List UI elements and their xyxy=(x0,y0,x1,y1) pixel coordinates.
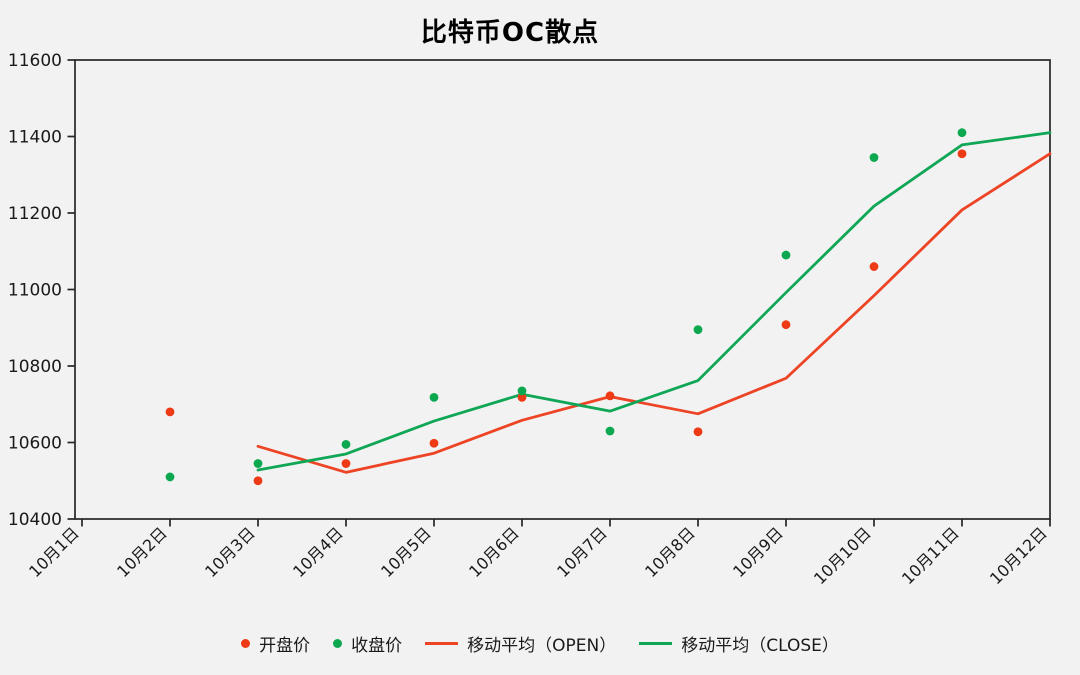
data-point xyxy=(165,407,175,417)
y-tick-label: 10400 xyxy=(8,510,62,530)
legend-dot-marker xyxy=(241,639,251,648)
data-point xyxy=(605,426,615,436)
series-ma-close-line xyxy=(256,131,1052,472)
y-tick-label: 11200 xyxy=(8,204,62,224)
y-tick-label: 11000 xyxy=(8,281,62,301)
x-tick-label: 10月5日 xyxy=(377,523,435,581)
x-tick-label: 10月2日 xyxy=(113,523,171,581)
legend-item-ma-close-line: 移动平均（CLOSE） xyxy=(639,631,839,656)
ma-line xyxy=(256,152,1052,474)
x-tick-label: 10月7日 xyxy=(553,523,611,581)
data-point xyxy=(253,459,263,468)
data-point xyxy=(781,250,791,260)
legend: 开盘价 收盘价 移动平均（OPEN） 移动平均（CLOSE） xyxy=(0,631,1080,656)
x-tick-label: 10月3日 xyxy=(201,523,259,581)
plot-area: 10400 10600 10800 11000 11200 11400 11600 10月1日… xyxy=(8,51,1052,588)
x-tick-label: 10月6日 xyxy=(465,523,523,581)
y-tick-label: 10800 xyxy=(8,357,62,377)
legend-label: 移动平均（CLOSE） xyxy=(681,636,839,656)
y-tick-label: 10600 xyxy=(8,434,62,454)
legend-line-marker xyxy=(639,642,673,645)
x-tick-label: 10月11日 xyxy=(898,523,963,588)
data-point xyxy=(781,320,791,330)
data-point xyxy=(605,391,615,401)
data-point xyxy=(341,440,351,449)
x-tick-label: 10月8日 xyxy=(641,523,699,581)
legend-item-close-scatter: 收盘价 xyxy=(333,631,402,656)
plot-frame xyxy=(74,59,1051,520)
series-open-scatter xyxy=(165,149,967,486)
data-point xyxy=(429,438,439,448)
legend-label: 收盘价 xyxy=(351,636,403,656)
data-point xyxy=(253,476,263,486)
legend-item-ma-open-line: 移动平均（OPEN） xyxy=(425,631,616,656)
x-tick-label: 10月10日 xyxy=(810,523,875,588)
data-point xyxy=(429,392,439,402)
legend-item-open-scatter: 开盘价 xyxy=(241,631,310,656)
data-point xyxy=(869,153,879,162)
x-tick-label: 10月9日 xyxy=(729,523,787,581)
series-close-scatter xyxy=(165,128,967,482)
data-point xyxy=(869,262,879,271)
ma-line xyxy=(256,131,1052,472)
legend-line-marker xyxy=(425,642,459,645)
data-point xyxy=(165,472,175,482)
data-point xyxy=(957,128,967,138)
chart-title: 比特币OC散点 xyxy=(420,18,600,48)
y-tick-label: 11600 xyxy=(8,51,62,71)
x-axis: 10月1日 10月2日 10月3日 10月4日 10月5日 10月6日 10月7日 10月8日… xyxy=(25,519,1051,588)
data-point xyxy=(957,149,967,159)
x-tick-label: 10月12日 xyxy=(986,523,1051,588)
x-tick-label: 10月1日 xyxy=(25,523,83,581)
data-point xyxy=(341,459,351,468)
series-ma-open-line xyxy=(256,152,1052,474)
legend-label: 开盘价 xyxy=(259,636,311,656)
y-axis: 10400 10600 10800 11000 11200 11400 11600 xyxy=(8,51,75,530)
data-point xyxy=(693,325,703,335)
data-point xyxy=(517,392,527,402)
legend-dot-marker xyxy=(333,639,343,648)
y-tick-label: 11400 xyxy=(8,128,62,148)
data-point xyxy=(517,386,527,396)
legend-label: 移动平均（OPEN） xyxy=(467,636,617,656)
x-tick-label: 10月4日 xyxy=(289,523,347,581)
data-point xyxy=(693,427,703,437)
